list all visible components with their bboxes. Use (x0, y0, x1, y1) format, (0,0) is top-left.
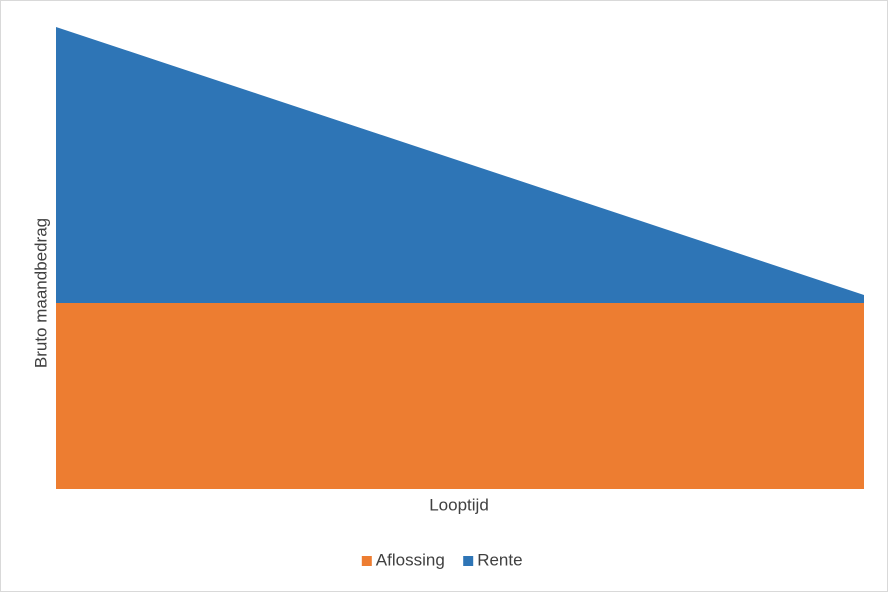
area (56, 27, 864, 303)
legend-swatch (463, 556, 474, 566)
legend-label: Aflossing (376, 550, 445, 569)
y-axis-label: Bruto maandbedrag (31, 218, 50, 368)
legend-label: Rente (477, 550, 522, 569)
x-axis-label: Looptijd (429, 495, 489, 514)
area (56, 303, 864, 489)
legend-swatch (361, 556, 372, 566)
